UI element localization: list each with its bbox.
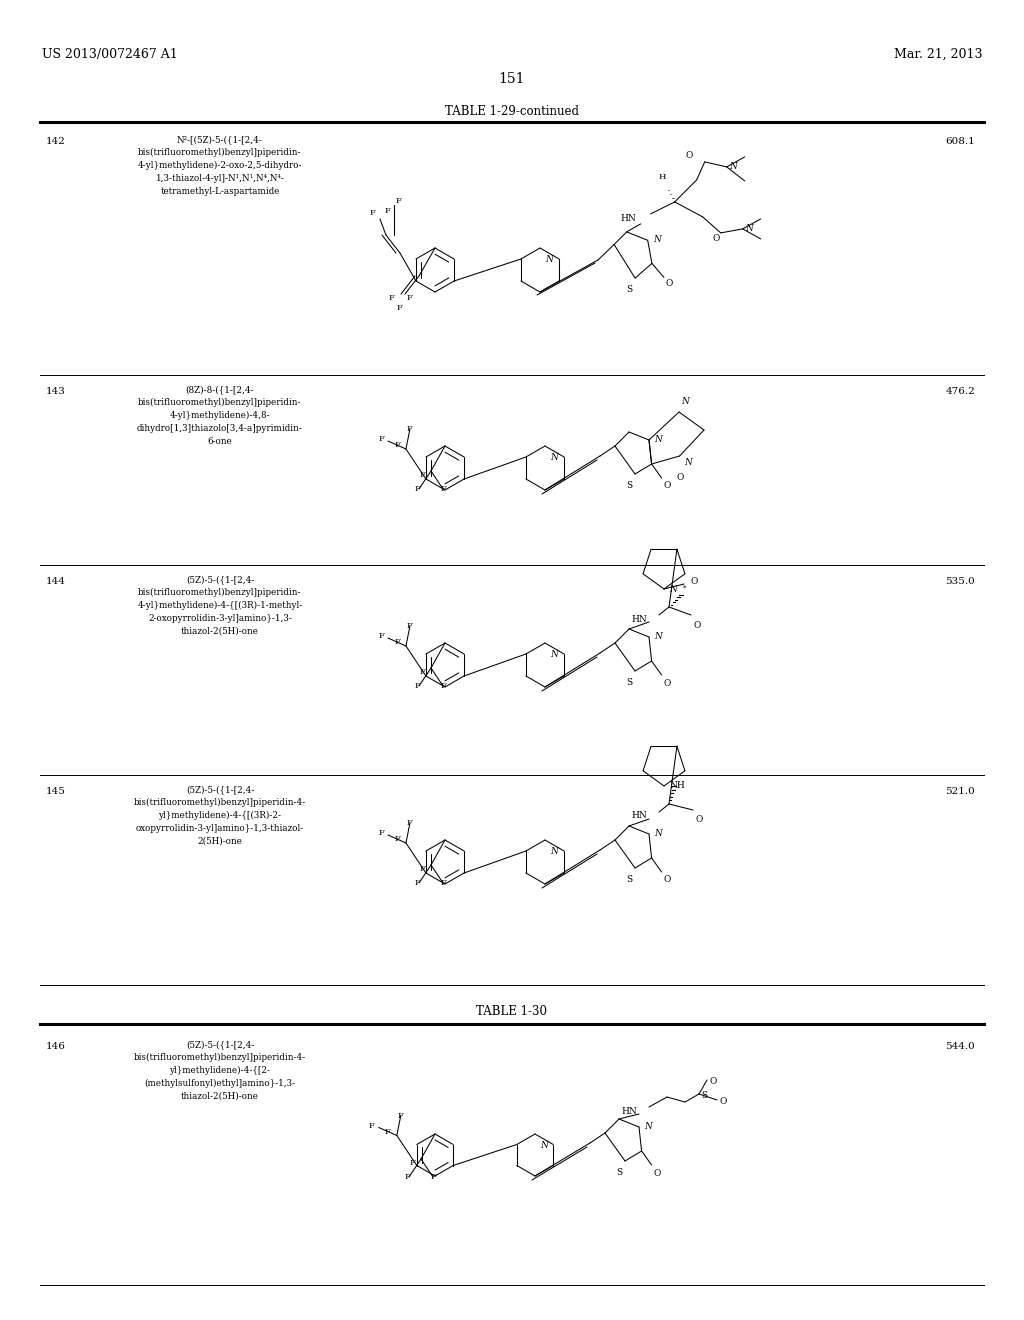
Text: (5Z)-5-({1-[2,4-
bis(trifluoromethyl)benzyl]piperidin-4-
yl}methylidene)-4-{[2-
: (5Z)-5-({1-[2,4- bis(trifluoromethyl)ben… [134, 1040, 306, 1101]
Text: HN: HN [622, 1106, 637, 1115]
Text: N: N [669, 585, 677, 594]
Text: O: O [695, 816, 702, 825]
Text: H: H [659, 173, 667, 181]
Text: F: F [407, 622, 413, 630]
Text: F: F [440, 484, 445, 492]
Text: 521.0: 521.0 [945, 787, 975, 796]
Text: N: N [551, 453, 558, 462]
Text: F: F [404, 1173, 410, 1181]
Text: F: F [419, 471, 425, 479]
Text: 151: 151 [499, 73, 525, 86]
Text: 608.1: 608.1 [945, 137, 975, 147]
Text: S: S [626, 480, 632, 490]
Text: N²-[(5Z)-5-({1-[2,4-
bis(trifluoromethyl)benzyl]piperidin-
4-yl}methylidene)-2-o: N²-[(5Z)-5-({1-[2,4- bis(trifluoromethyl… [138, 135, 302, 195]
Text: F: F [385, 1127, 391, 1135]
Text: 535.0: 535.0 [945, 577, 975, 586]
Text: O: O [664, 482, 671, 491]
Text: F: F [396, 304, 402, 312]
Text: (5Z)-5-({1-[2,4-
bis(trifluoromethyl)benzyl]piperidin-4-
yl}methylidene)-4-{[(3R: (5Z)-5-({1-[2,4- bis(trifluoromethyl)ben… [134, 785, 306, 846]
Text: HN: HN [621, 214, 637, 223]
Text: HN: HN [631, 812, 647, 821]
Text: N: N [654, 632, 662, 642]
Text: O: O [712, 234, 720, 243]
Text: F: F [394, 836, 400, 843]
Text: (8Z)-8-({1-[2,4-
bis(trifluoromethyl)benzyl]piperidin-
4-yl}methylidene)-4,8-
di: (8Z)-8-({1-[2,4- bis(trifluoromethyl)ben… [137, 385, 303, 446]
Text: 144: 144 [46, 577, 66, 586]
Text: F: F [419, 865, 425, 873]
Text: F: F [378, 436, 384, 444]
Text: F: F [414, 879, 420, 887]
Text: Mar. 21, 2013: Mar. 21, 2013 [894, 48, 982, 61]
Text: F: F [369, 209, 375, 216]
Text: N: N [540, 1140, 548, 1150]
Text: O: O [653, 1168, 660, 1177]
Text: F: F [407, 818, 413, 828]
Text: 544.0: 544.0 [945, 1041, 975, 1051]
Text: F: F [378, 829, 384, 837]
Text: 145: 145 [46, 787, 66, 796]
Text: F: F [396, 197, 401, 205]
Text: N: N [744, 224, 753, 234]
Text: N: N [654, 436, 662, 444]
Text: NH: NH [669, 781, 685, 791]
Text: *: * [683, 585, 686, 593]
Text: F: F [414, 682, 420, 690]
Text: N: N [681, 397, 689, 407]
Text: O: O [677, 473, 684, 482]
Text: S: S [626, 678, 632, 686]
Text: F: F [414, 484, 420, 492]
Text: F: F [385, 207, 391, 215]
Text: N: N [551, 649, 558, 659]
Text: N: N [654, 829, 662, 838]
Text: TABLE 1-29-continued: TABLE 1-29-continued [445, 106, 579, 117]
Text: O: O [690, 577, 697, 586]
Text: O: O [720, 1097, 727, 1106]
Text: N: N [685, 458, 692, 467]
Text: N: N [644, 1122, 652, 1131]
Text: O: O [685, 152, 692, 161]
Text: 142: 142 [46, 137, 66, 147]
Text: F: F [407, 294, 413, 302]
Text: F: F [394, 638, 400, 645]
Text: O: O [664, 875, 671, 884]
Text: S: S [701, 1092, 708, 1101]
Text: F: F [369, 1122, 375, 1130]
Text: 143: 143 [46, 387, 66, 396]
Text: F: F [407, 425, 413, 433]
Text: S: S [626, 285, 632, 294]
Text: O: O [664, 678, 671, 688]
Text: F: F [388, 294, 394, 302]
Text: HN: HN [631, 615, 647, 623]
Text: US 2013/0072467 A1: US 2013/0072467 A1 [42, 48, 178, 61]
Text: O: O [666, 279, 673, 288]
Text: F: F [440, 682, 445, 690]
Text: F: F [394, 441, 400, 449]
Text: N: N [729, 162, 736, 172]
Text: O: O [693, 620, 700, 630]
Text: F: F [378, 632, 384, 640]
Text: F: F [440, 879, 445, 887]
Text: O: O [709, 1077, 717, 1086]
Text: F: F [398, 1111, 403, 1119]
Text: F: F [430, 1173, 436, 1181]
Text: 146: 146 [46, 1041, 66, 1051]
Text: S: S [626, 875, 632, 884]
Text: (5Z)-5-({1-[2,4-
bis(trifluoromethyl)benzyl]piperidin-
4-yl}methylidene)-4-{[(3R: (5Z)-5-({1-[2,4- bis(trifluoromethyl)ben… [137, 576, 303, 636]
Text: F: F [410, 1159, 415, 1167]
Text: TABLE 1-30: TABLE 1-30 [476, 1005, 548, 1018]
Text: S: S [615, 1168, 622, 1177]
Text: 476.2: 476.2 [945, 387, 975, 396]
Text: N: N [652, 235, 660, 244]
Text: N: N [546, 255, 553, 264]
Text: N: N [551, 847, 558, 855]
Text: F: F [419, 668, 425, 676]
